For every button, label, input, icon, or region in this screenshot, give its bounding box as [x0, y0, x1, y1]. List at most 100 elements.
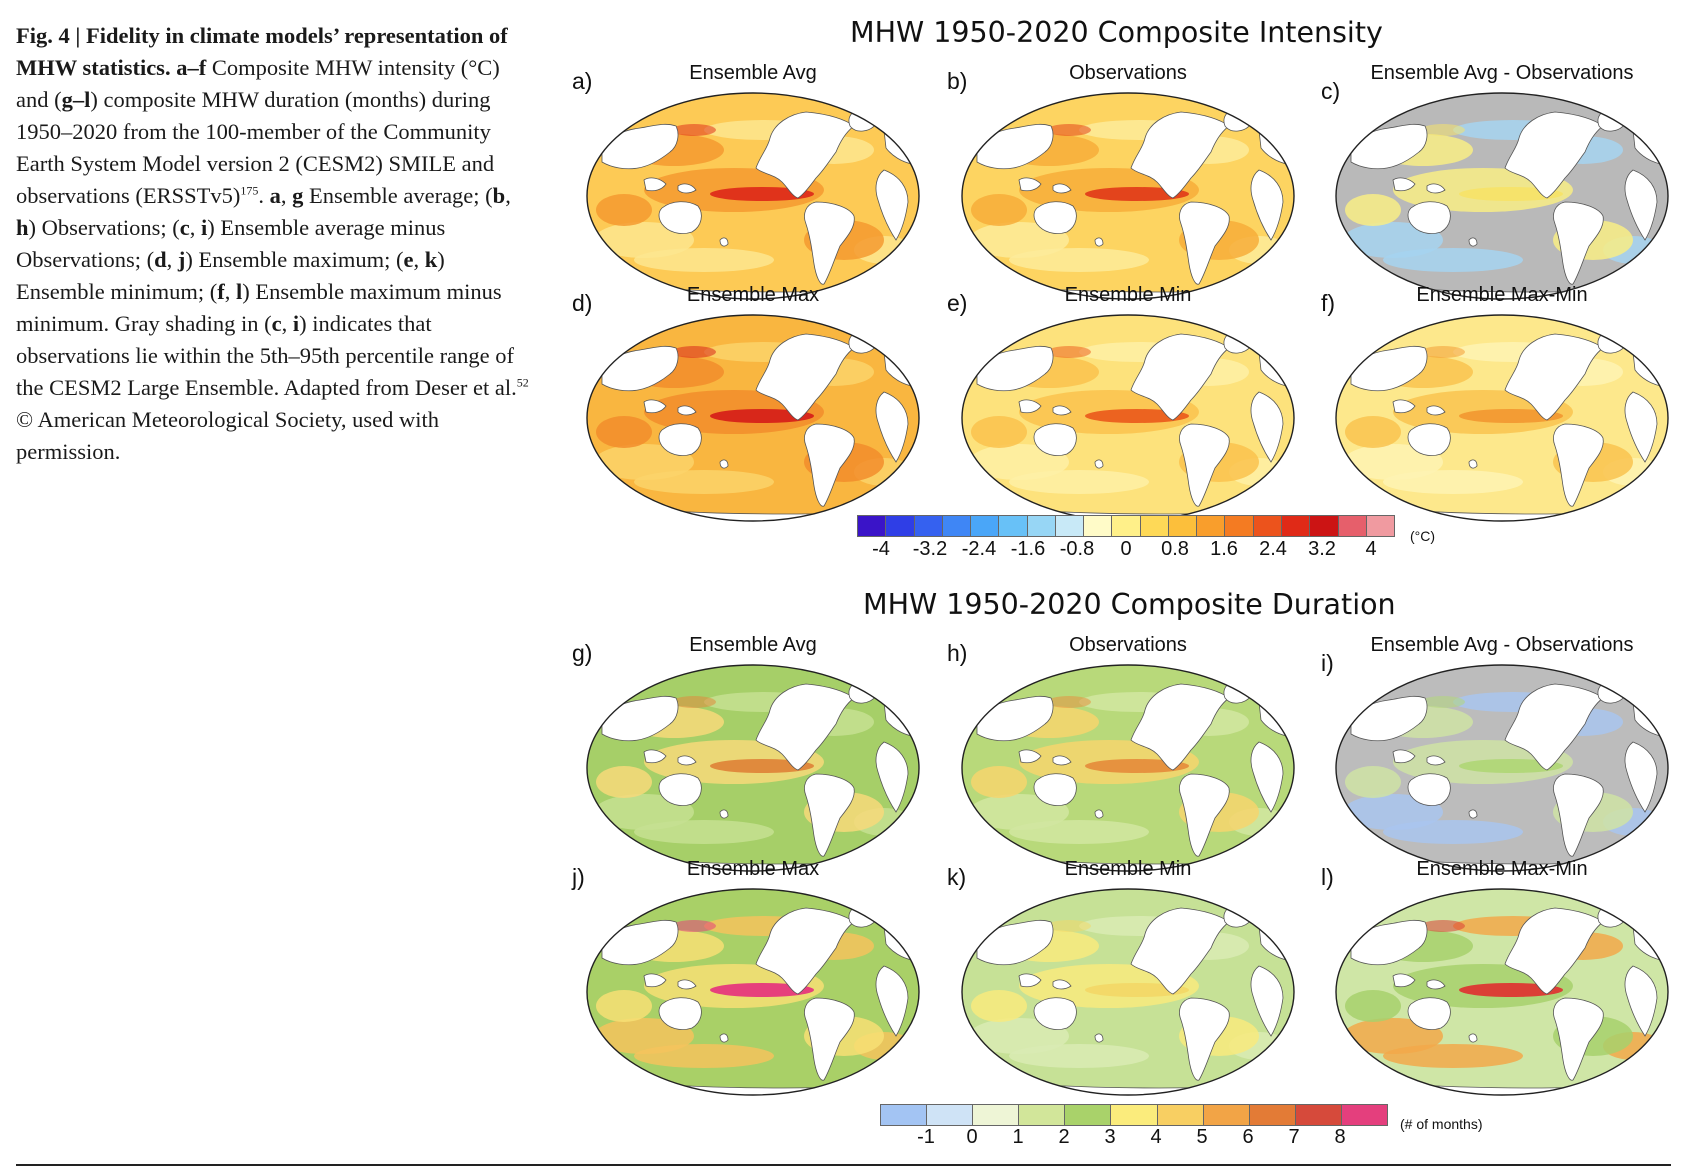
- map-frame: [961, 888, 1295, 1096]
- colorbar-tick-label: 4: [1365, 538, 1377, 560]
- ocean-patch: [1009, 470, 1149, 494]
- ocean-patch: [594, 222, 694, 258]
- caption-panel-ref: b: [492, 183, 506, 208]
- landmass: [1624, 169, 1658, 241]
- landmass: [677, 979, 697, 990]
- landmass: [677, 755, 697, 766]
- colorbar-swatch: [1225, 516, 1254, 536]
- landmass: [1033, 997, 1077, 1030]
- landmass: [1426, 405, 1446, 416]
- caption-text: ) Ensemble maximum minus minimum. Gray s…: [16, 279, 502, 336]
- colorbar-tick-label: 1: [1012, 1126, 1024, 1148]
- caption-text: ) Ensemble maximum; (: [185, 247, 404, 272]
- caption-panel-ref: d: [154, 247, 167, 272]
- landmass: [804, 773, 855, 857]
- landmass: [1130, 333, 1230, 421]
- landmass: [1504, 683, 1604, 771]
- ocean-patch: [1345, 194, 1401, 226]
- landmass: [601, 345, 679, 392]
- landmass: [875, 391, 909, 463]
- landmass: [1407, 201, 1451, 234]
- ocean-patch: [596, 766, 652, 798]
- map-frame: [1335, 888, 1669, 1096]
- equatorial-anomaly: [1459, 983, 1563, 997]
- colorbar-tick-label: -1.6: [1010, 538, 1046, 560]
- ocean-patch: [1343, 222, 1443, 258]
- map-panel-a: a) Ensemble Avg: [572, 62, 934, 300]
- landmass: [1094, 237, 1104, 247]
- ocean-patch: [1345, 416, 1401, 448]
- landmass: [1179, 997, 1230, 1081]
- duration-colorbar-unit: (# of months): [1400, 1116, 1483, 1132]
- north-pacific-anomaly: [1047, 346, 1091, 358]
- panel-label: h): [947, 640, 968, 666]
- caption-panel-ref: c: [179, 215, 190, 240]
- north-pacific-anomaly: [1047, 124, 1091, 136]
- panel-title: Ensemble Avg: [689, 634, 817, 656]
- map-frame: [586, 92, 920, 300]
- equatorial-anomaly: [1459, 759, 1563, 773]
- map-frame: [1335, 92, 1669, 300]
- landmass: [643, 177, 667, 192]
- landmass: [1130, 683, 1230, 771]
- map-panel-g: g) Ensemble Avg: [572, 634, 934, 872]
- duration-colorbar: [880, 1104, 1388, 1126]
- north-pacific-anomaly: [1421, 920, 1465, 932]
- landmass: [976, 345, 1054, 392]
- landmass: [601, 695, 679, 742]
- colorbar-tick-label: 8: [1334, 1126, 1346, 1148]
- panel-title: Observations: [1069, 62, 1187, 84]
- landmass: [1407, 997, 1451, 1030]
- ocean-patch: [971, 416, 1027, 448]
- caption-panel-ref: a: [269, 183, 281, 208]
- colorbar-swatch: [1341, 1105, 1388, 1125]
- ocean-patch: [1383, 820, 1523, 844]
- caption-text: ) composite MHW duration (months) during…: [16, 87, 495, 208]
- colorbar-tick-label: 3.2: [1308, 538, 1336, 560]
- panel-label: a): [572, 68, 593, 94]
- world-map-e: [961, 314, 1295, 522]
- map-frame: [1335, 664, 1669, 872]
- landmass: [643, 749, 667, 764]
- ocean-patch: [1343, 794, 1443, 830]
- duration-colorbar-cells: [880, 1104, 1388, 1126]
- landmass: [1504, 111, 1604, 199]
- landmass: [1350, 919, 1428, 966]
- landmass: [677, 405, 697, 416]
- landmass: [1033, 423, 1077, 456]
- ocean-patch: [594, 444, 694, 480]
- landmass: [1392, 177, 1416, 192]
- landmass: [755, 683, 855, 771]
- landmass: [976, 695, 1054, 742]
- world-map-k: [961, 888, 1295, 1096]
- panel-title: Ensemble Avg - Observations: [1370, 62, 1634, 84]
- panel-label: c): [1321, 78, 1341, 104]
- figure-caption: Fig. 4 | Fidelity in climate models’ rep…: [16, 23, 529, 464]
- landmass: [1250, 741, 1284, 813]
- panel-label: e): [947, 290, 968, 316]
- colorbar-tick-label: 2: [1058, 1126, 1070, 1148]
- caption-text: ) Observations; (: [28, 215, 180, 240]
- landmass: [1094, 1033, 1104, 1043]
- caption-panel-ref: h: [16, 215, 29, 240]
- landmass: [1426, 183, 1446, 194]
- colorbar-swatch: [971, 516, 1000, 536]
- panel-title: Ensemble Max: [686, 284, 820, 306]
- ocean-patch: [1343, 1018, 1443, 1054]
- landmass: [1052, 755, 1072, 766]
- equatorial-anomaly: [1085, 759, 1189, 773]
- panel-label: l): [1321, 864, 1334, 890]
- panel-title: Ensemble Avg: [689, 62, 817, 84]
- caption-panel-ref: e: [403, 247, 414, 272]
- panel-label: b): [947, 68, 968, 94]
- north-pacific-anomaly: [672, 696, 716, 708]
- landmass: [1130, 111, 1230, 199]
- landmass: [719, 809, 729, 819]
- landmass: [1392, 973, 1416, 988]
- world-map-l: [1335, 888, 1669, 1096]
- colorbar-swatch: [1203, 1105, 1250, 1125]
- ocean-patch: [969, 222, 1069, 258]
- colorbar-tick-label: 0: [1120, 538, 1132, 560]
- world-map-j: [586, 888, 920, 1096]
- landmass: [1468, 809, 1478, 819]
